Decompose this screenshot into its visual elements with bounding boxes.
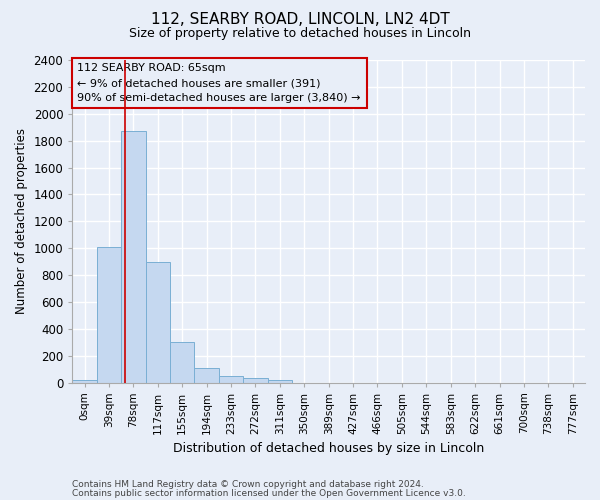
- Text: Contains HM Land Registry data © Crown copyright and database right 2024.: Contains HM Land Registry data © Crown c…: [72, 480, 424, 489]
- Bar: [219, 376, 243, 382]
- Y-axis label: Number of detached properties: Number of detached properties: [15, 128, 28, 314]
- Bar: [73, 380, 97, 382]
- Bar: [194, 368, 219, 382]
- Bar: [268, 380, 292, 382]
- Bar: [243, 378, 268, 382]
- Text: Contains public sector information licensed under the Open Government Licence v3: Contains public sector information licen…: [72, 490, 466, 498]
- Text: 112, SEARBY ROAD, LINCOLN, LN2 4DT: 112, SEARBY ROAD, LINCOLN, LN2 4DT: [151, 12, 449, 28]
- Text: Size of property relative to detached houses in Lincoln: Size of property relative to detached ho…: [129, 28, 471, 40]
- Text: 112 SEARBY ROAD: 65sqm
← 9% of detached houses are smaller (391)
90% of semi-det: 112 SEARBY ROAD: 65sqm ← 9% of detached …: [77, 63, 361, 103]
- Bar: [97, 248, 121, 382]
- X-axis label: Distribution of detached houses by size in Lincoln: Distribution of detached houses by size …: [173, 442, 484, 455]
- Bar: [121, 131, 146, 382]
- Bar: [146, 262, 170, 382]
- Bar: [170, 342, 194, 382]
